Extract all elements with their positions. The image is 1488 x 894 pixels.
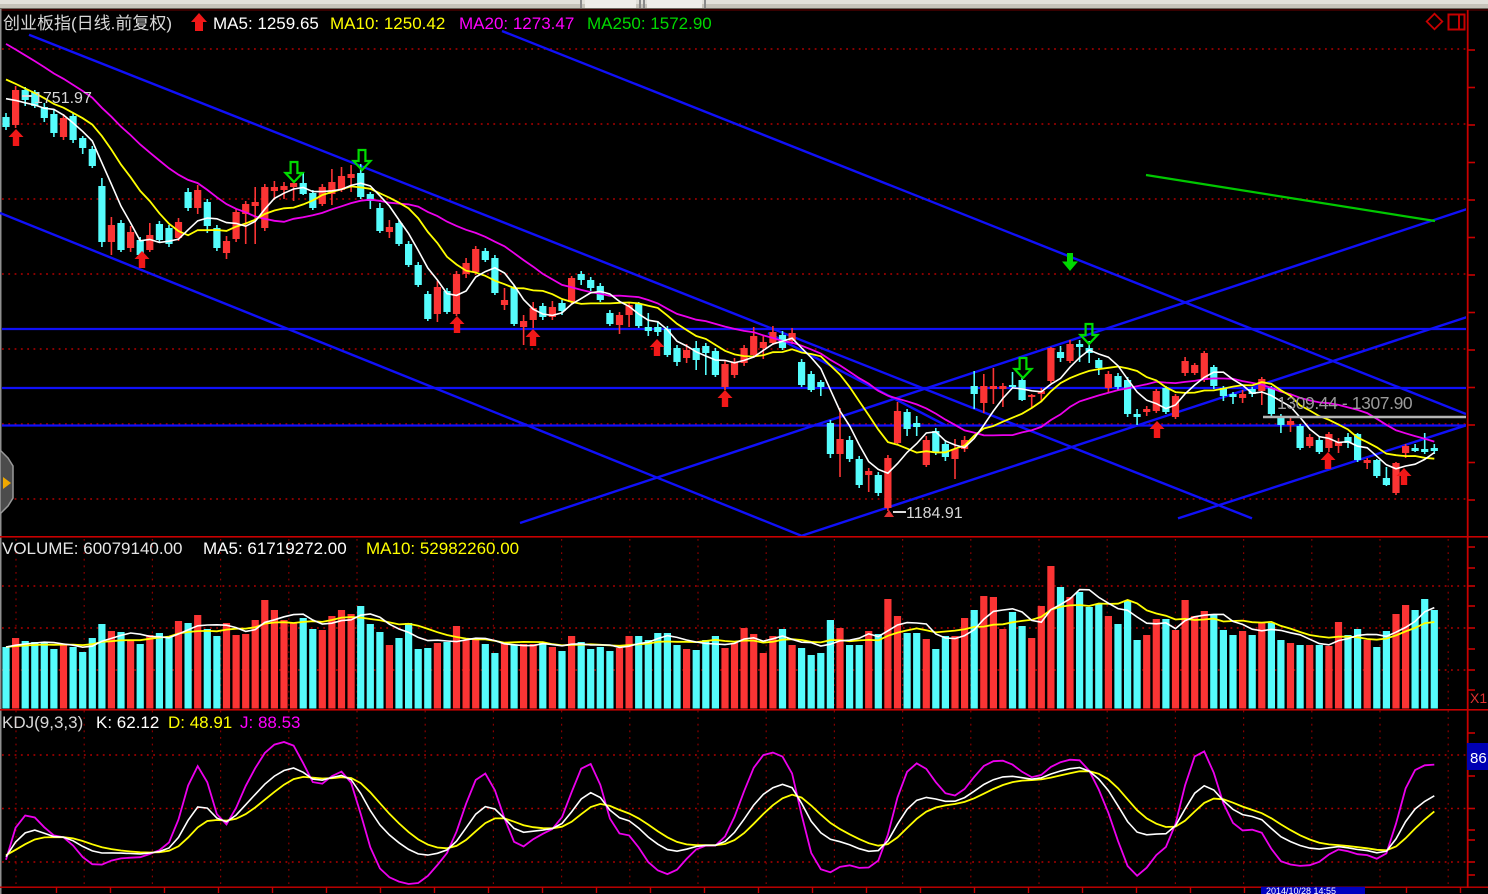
svg-text:2014/10/28 14:55: 2014/10/28 14:55 xyxy=(1266,886,1336,894)
svg-text:MA5: 1259.65: MA5: 1259.65 xyxy=(213,14,319,33)
svg-text:86: 86 xyxy=(1470,750,1487,767)
svg-text:MA20: 1273.47: MA20: 1273.47 xyxy=(459,14,574,33)
svg-text:1184.91: 1184.91 xyxy=(906,505,963,522)
svg-text:KDJ(9,3,3): KDJ(9,3,3) xyxy=(2,713,83,732)
svg-text:D: 48.91: D: 48.91 xyxy=(168,713,232,732)
svg-text:MA10: 1250.42: MA10: 1250.42 xyxy=(330,14,445,33)
svg-text:MA250: 1572.90: MA250: 1572.90 xyxy=(587,14,712,33)
svg-text:创业板指(日线.前复权): 创业板指(日线.前复权) xyxy=(3,14,172,33)
svg-text:MA10: 52982260.00: MA10: 52982260.00 xyxy=(366,539,519,558)
svg-text:1309.44 - 1307.90: 1309.44 - 1307.90 xyxy=(1277,393,1413,413)
svg-text:K: 62.12: K: 62.12 xyxy=(96,713,159,732)
svg-text:VOLUME: 60079140.00: VOLUME: 60079140.00 xyxy=(2,539,183,558)
svg-text:J: 88.53: J: 88.53 xyxy=(240,713,301,732)
svg-text:1751.97: 1751.97 xyxy=(34,90,92,107)
svg-text:MA5: 61719272.00: MA5: 61719272.00 xyxy=(203,539,347,558)
svg-text:X1: X1 xyxy=(1470,690,1487,706)
